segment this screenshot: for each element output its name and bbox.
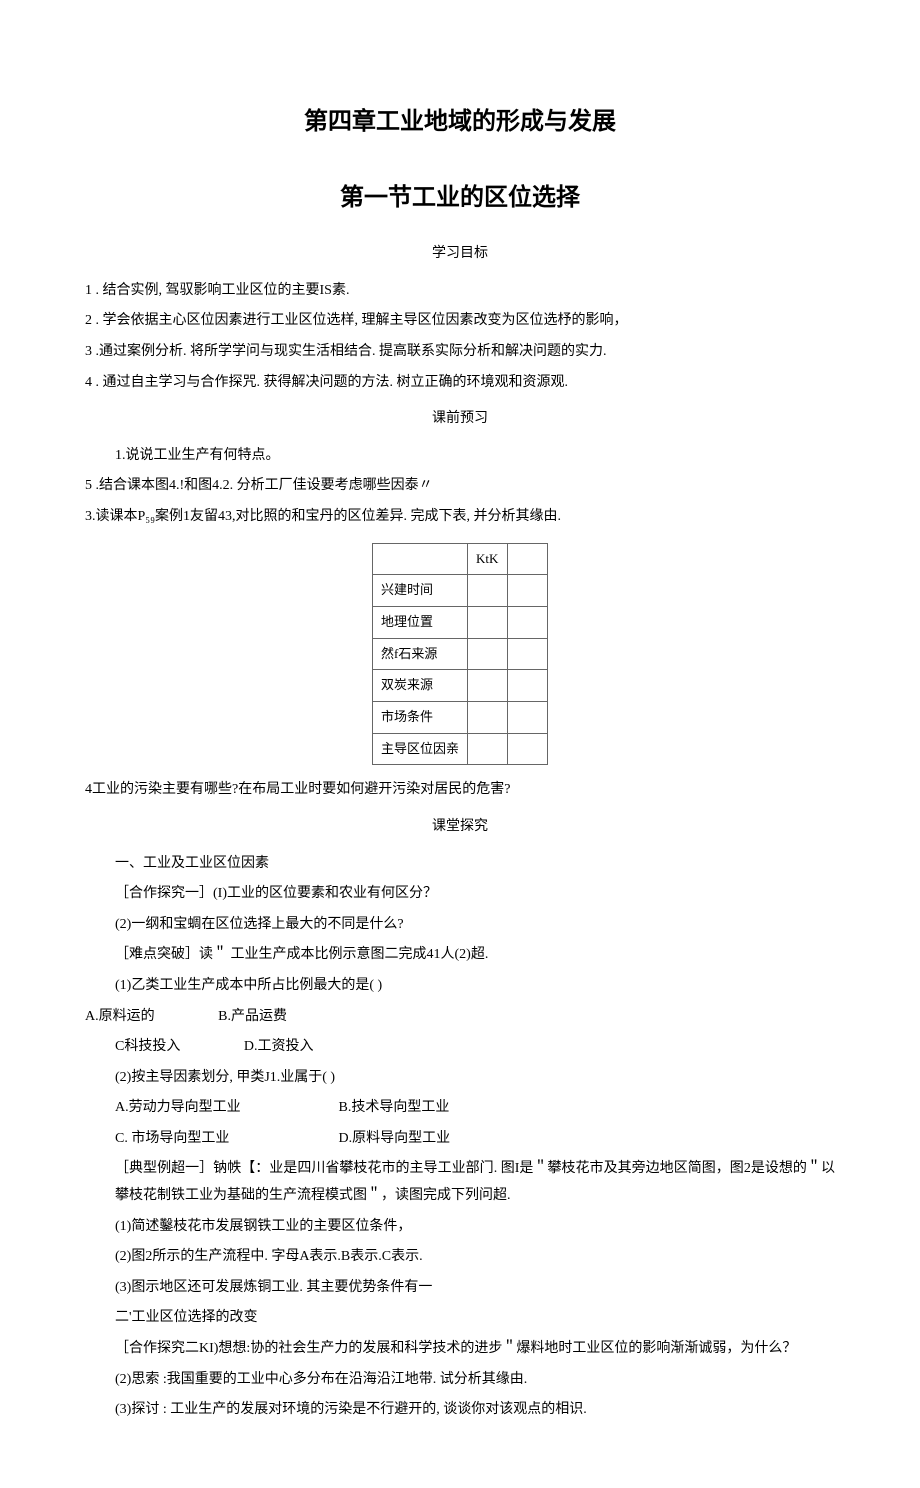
table-cell: 双炭来源	[372, 670, 467, 702]
goals-label: 学习目标	[85, 241, 835, 268]
hard-point: ［难点突破］读＂ 工业生产成本比例示意图二完成41人(2)超.	[85, 942, 835, 969]
example: ［典型例超一］钠帙【：业是四川省攀枝花市的主导工业部门. 图I是＂攀枝花市及其旁…	[85, 1156, 835, 1209]
hard-question: (1)乙类工业生产成本中所占比例最大的是( )	[85, 973, 835, 1000]
option-a: A.劳动力导向型工业	[115, 1095, 335, 1122]
option-c: C. 市场导向型工业	[115, 1126, 335, 1153]
table-cell: 然f石来源	[372, 638, 467, 670]
table-cell: 主导区位因亲	[372, 733, 467, 765]
chapter-title: 第四章工业地域的形成与发展	[85, 100, 835, 146]
table-cell: KtK	[468, 543, 508, 575]
table-cell	[508, 606, 548, 638]
section-title: 第一节工业的区位选择	[85, 176, 835, 222]
explore-label: 课堂探究	[85, 814, 835, 841]
table-cell: 地理位置	[372, 606, 467, 638]
table-cell	[468, 575, 508, 607]
example-question: (3)图示地区还可发展炼铜工业. 其主要优势条件有一	[85, 1275, 835, 1302]
goal-item: 2 . 学会依据主心区位因素进行工业区位选样, 理解主导区位因素改变为区位选杼的…	[85, 308, 835, 335]
coop-question: ［合作探究二KI)想想:协的社会生产力的发展和科学技术的进步＂爆料地时工业区位的…	[85, 1336, 835, 1363]
table-row: 双炭来源	[372, 670, 547, 702]
table-row: 然f石来源	[372, 638, 547, 670]
table-cell: 兴建时间	[372, 575, 467, 607]
table-cell: 市场条件	[372, 701, 467, 733]
table-cell	[508, 543, 548, 575]
table-row: 主导区位因亲	[372, 733, 547, 765]
goal-item: 1 . 结合实例, 驾驭影响工业区位的主要IS素.	[85, 278, 835, 305]
option-row: A.原料运的 B.产品运费	[85, 1004, 835, 1031]
coop-question: (2)思索 :我国重要的工业中心多分布在沿海沿江地带. 试分析其缘由.	[85, 1367, 835, 1394]
table-cell	[468, 606, 508, 638]
table-cell	[468, 733, 508, 765]
preview-item: 3.读课本P₅₉案例1友留43,对比照的和宝丹的区位差异. 完成下表, 并分析其…	[85, 504, 835, 531]
option-row: C. 市场导向型工业 D.原料导向型工业	[85, 1126, 835, 1153]
table-cell	[372, 543, 467, 575]
option-a: A.原料运的	[85, 1004, 155, 1031]
option-row: A.劳动力导向型工业 B.技术导向型工业	[85, 1095, 835, 1122]
goal-item: 4 . 通过自主学习与合作探咒. 获得解决问题的方法. 树立正确的环境观和资源观…	[85, 370, 835, 397]
option-b: B.技术导向型工业	[339, 1095, 559, 1122]
preview-item: 4工业的污染主要有哪些?在布局工业时要如何避开污染对居民的危害?	[85, 777, 835, 804]
table-cell	[508, 575, 548, 607]
goal-item: 3 .通过案例分析. 将所学学问与现实生活相结合. 提高联系实际分析和解决问题的…	[85, 339, 835, 366]
coop-question: (3)探讨 : 工业生产的发展对环境的污染是不行避开的, 谈谈你对该观点的相识.	[85, 1397, 835, 1424]
preview-item: 1.说说工业生产有何特点。	[85, 443, 835, 470]
table-cell	[508, 638, 548, 670]
comparison-table: KtK 兴建时间 地理位置 然f石来源 双炭来源 市场条件 主导区位因亲	[372, 543, 548, 766]
example-question: (2)图2所示的生产流程中. 字母A表示.B表示.C表示.	[85, 1244, 835, 1271]
table-cell	[468, 638, 508, 670]
example-question: (1)简述鑿枝花市发展钢铁工业的主要区位条件，	[85, 1214, 835, 1241]
preview-item: 5 .结合课本图4.!和图4.2. 分析工厂佳设要考虑哪些因泰〃	[85, 473, 835, 500]
hard-question: (2)按主导因素划分, 甲类J1.业属于( )	[85, 1065, 835, 1092]
table-row: 兴建时间	[372, 575, 547, 607]
table-cell	[508, 701, 548, 733]
explore-question: ［合作探究一］(I)工业的区位要素和农业有何区分？	[85, 881, 835, 908]
table-cell	[468, 670, 508, 702]
table-cell	[508, 733, 548, 765]
option-d: D.原料导向型工业	[339, 1126, 559, 1153]
table-row: 市场条件	[372, 701, 547, 733]
table-row: KtK	[372, 543, 547, 575]
explore-heading: 一、工业及工业区位因素	[85, 851, 835, 878]
table-cell	[508, 670, 548, 702]
table-row: 地理位置	[372, 606, 547, 638]
explore-question: (2)一纲和宝蜩在区位选择上最大的不同是什么?	[85, 912, 835, 939]
option-c: C科技投入	[115, 1034, 180, 1061]
preview-label: 课前预习	[85, 406, 835, 433]
option-b: B.产品运费	[218, 1004, 287, 1031]
option-d: D.工资投入	[244, 1034, 314, 1061]
option-row: C科技投入 D.工资投入	[85, 1034, 835, 1061]
explore-heading: 二'工业区位选择的改变	[85, 1305, 835, 1332]
table-cell	[468, 701, 508, 733]
